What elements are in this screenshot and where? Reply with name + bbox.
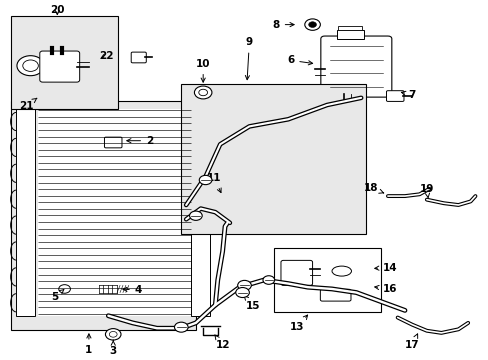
FancyBboxPatch shape — [320, 289, 350, 301]
Bar — [38, 109, 191, 316]
Text: 19: 19 — [419, 184, 433, 198]
Circle shape — [199, 175, 211, 185]
Circle shape — [263, 276, 274, 284]
Bar — [11, 16, 118, 109]
Circle shape — [17, 56, 44, 76]
Text: 7: 7 — [401, 90, 415, 100]
Bar — [338, 26, 361, 30]
Text: 18: 18 — [363, 183, 383, 193]
Text: 12: 12 — [214, 335, 229, 350]
Text: 10: 10 — [196, 59, 210, 82]
Circle shape — [105, 329, 121, 340]
Bar — [210, 160, 222, 171]
Text: 16: 16 — [374, 284, 397, 294]
Text: 15: 15 — [244, 296, 260, 311]
Circle shape — [308, 22, 316, 27]
Circle shape — [199, 89, 207, 96]
Text: 20: 20 — [50, 5, 64, 15]
Text: 22: 22 — [99, 51, 113, 61]
Text: 6: 6 — [286, 55, 312, 65]
Text: 4: 4 — [122, 285, 142, 295]
Circle shape — [194, 86, 211, 99]
Bar — [336, 30, 363, 39]
Circle shape — [222, 162, 232, 169]
Bar — [191, 109, 210, 316]
Text: 11: 11 — [207, 173, 221, 193]
Text: 5: 5 — [51, 289, 64, 302]
Bar — [11, 102, 196, 330]
FancyBboxPatch shape — [386, 91, 403, 102]
Circle shape — [304, 19, 320, 30]
Text: 9: 9 — [245, 37, 252, 80]
Text: 14: 14 — [374, 262, 397, 273]
Text: 3: 3 — [109, 340, 117, 356]
Bar — [210, 222, 222, 233]
Circle shape — [189, 211, 202, 220]
Bar — [273, 248, 380, 312]
FancyBboxPatch shape — [320, 36, 391, 97]
FancyBboxPatch shape — [40, 51, 80, 82]
Text: 13: 13 — [289, 315, 307, 332]
Text: 17: 17 — [404, 334, 419, 350]
Circle shape — [222, 224, 232, 231]
Text: 2: 2 — [126, 136, 153, 146]
Circle shape — [23, 60, 38, 71]
Text: 1: 1 — [85, 334, 92, 355]
FancyBboxPatch shape — [131, 52, 146, 63]
Circle shape — [174, 322, 188, 332]
Bar — [16, 109, 35, 316]
Circle shape — [237, 280, 251, 291]
Ellipse shape — [331, 266, 351, 276]
FancyBboxPatch shape — [281, 260, 312, 285]
Text: 21: 21 — [20, 98, 37, 111]
FancyBboxPatch shape — [104, 137, 122, 148]
Circle shape — [235, 288, 249, 297]
Circle shape — [109, 332, 117, 337]
Text: 8: 8 — [272, 19, 293, 30]
Bar — [181, 84, 366, 234]
